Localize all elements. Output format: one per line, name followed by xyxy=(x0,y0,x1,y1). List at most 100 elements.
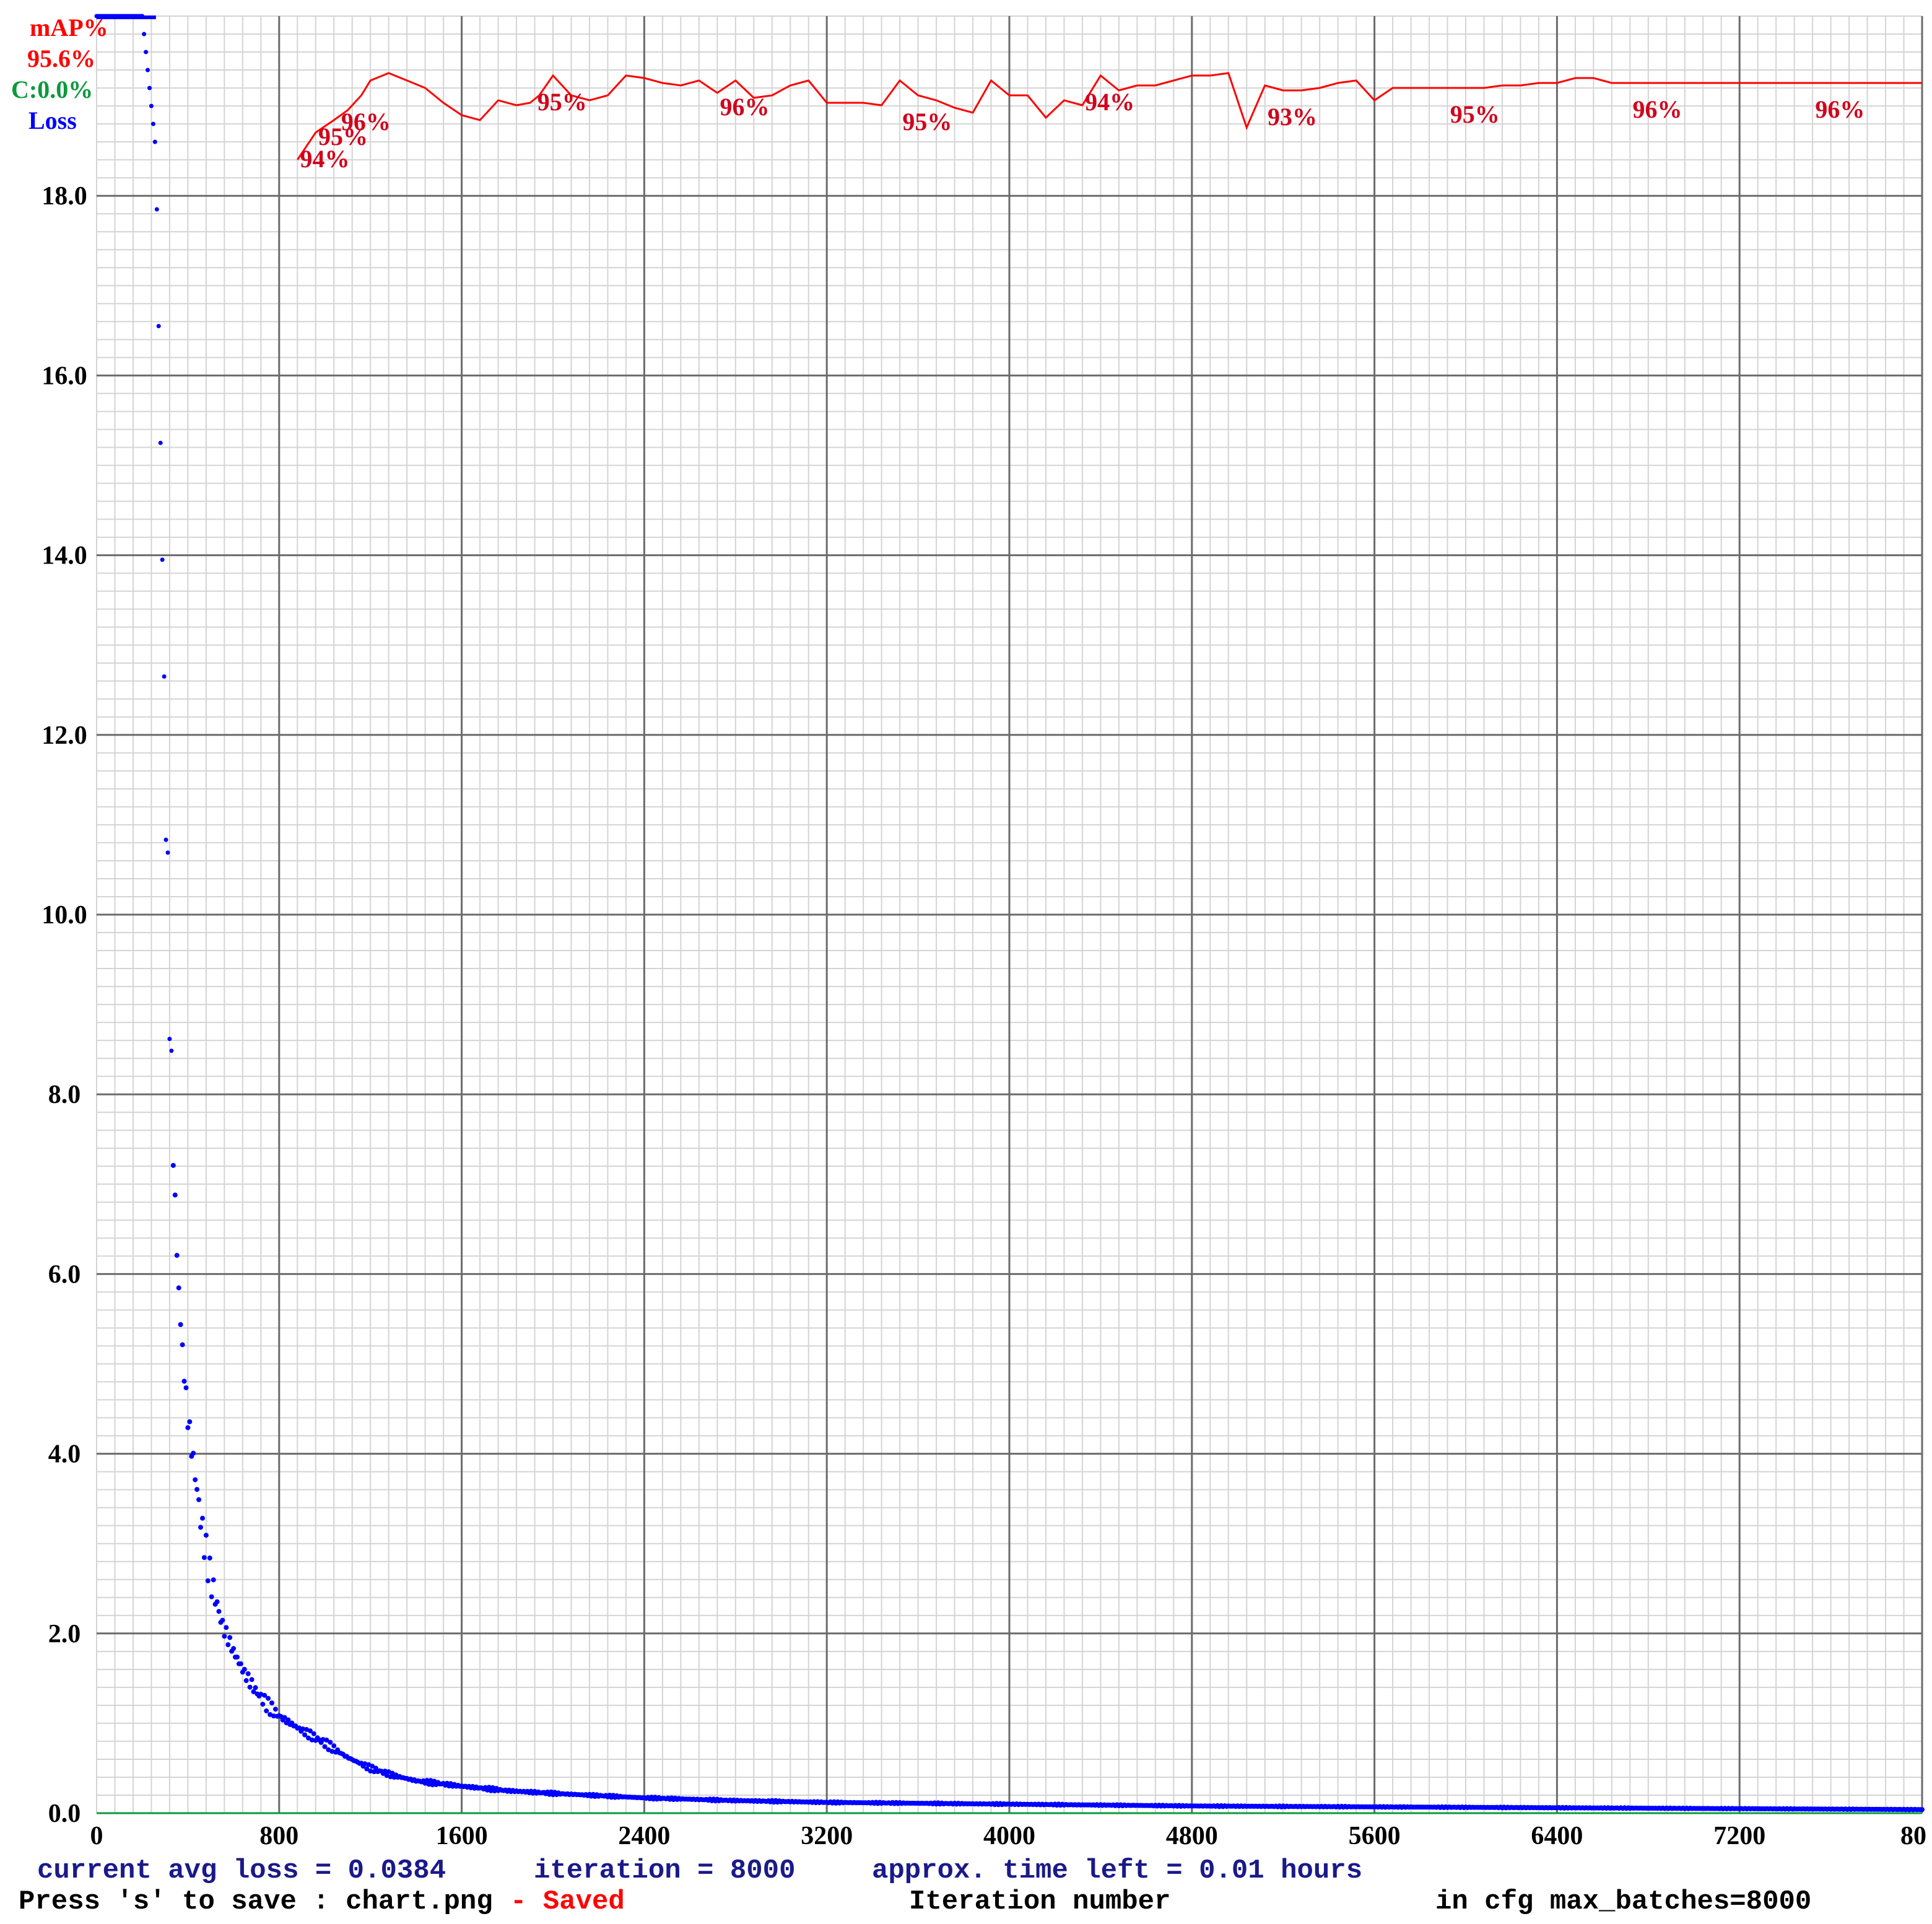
loss-point xyxy=(205,1578,211,1583)
x-axis-ticks: 0 800 1600 2400 3200 4000 4800 5600 6400 7200 80 xyxy=(90,1822,1927,1850)
loss-point xyxy=(300,1726,306,1731)
y-tick-label: 2.0 xyxy=(48,1620,81,1648)
loss-point xyxy=(231,1646,237,1652)
legend-conf-label: C:0.0% xyxy=(11,76,93,103)
loss-point xyxy=(282,1715,287,1720)
loss-point xyxy=(216,1609,222,1614)
loss-point xyxy=(180,1342,185,1347)
status-saved: - Saved xyxy=(510,1886,625,1917)
loss-point xyxy=(302,1732,308,1738)
y-tick-label: 18.0 xyxy=(41,182,87,211)
loss-point xyxy=(260,1702,266,1707)
loss-point xyxy=(220,1617,225,1623)
loss-point xyxy=(311,1731,316,1736)
y-tick-label: 14.0 xyxy=(41,542,87,570)
loss-point xyxy=(242,1666,247,1672)
loss-point xyxy=(170,1163,176,1168)
map-annotation-label: 95% xyxy=(318,123,368,150)
loss-point xyxy=(324,1738,329,1743)
loss-point xyxy=(251,1689,256,1694)
loss-point xyxy=(331,1743,337,1749)
loss-point xyxy=(322,1744,328,1749)
status-press-save: Press 's' to save : chart.png xyxy=(19,1886,493,1917)
loss-point xyxy=(238,1661,243,1666)
x-axis-title: Iteration number xyxy=(909,1886,1170,1917)
map-annotation-label: 94% xyxy=(1085,88,1134,116)
loss-point xyxy=(209,1594,214,1600)
loss-point xyxy=(154,207,159,212)
legend-map-value: 95.6% xyxy=(27,45,95,72)
major-grid xyxy=(97,16,1923,1813)
status-avg-loss: current avg loss = 0.0384 xyxy=(37,1855,446,1886)
loss-point xyxy=(200,1515,205,1521)
loss-point xyxy=(309,1737,315,1743)
loss-point xyxy=(307,1728,313,1734)
x-tick-label: 2400 xyxy=(618,1822,670,1850)
loss-point xyxy=(364,1766,370,1772)
x-tick-label: 4800 xyxy=(1166,1822,1218,1850)
loss-point xyxy=(163,837,168,842)
loss-point xyxy=(167,1037,172,1042)
map-annotation-label: 95% xyxy=(537,88,587,116)
map-annotation-label: 96% xyxy=(1633,95,1682,123)
map-annotation-label: 93% xyxy=(1268,103,1317,131)
map-annotation-label: 96% xyxy=(341,108,391,136)
y-tick-label: 4.0 xyxy=(48,1440,81,1469)
loss-point xyxy=(169,1048,174,1053)
loss-point xyxy=(196,1497,202,1502)
loss-point xyxy=(426,1782,432,1787)
loss-point xyxy=(176,1285,181,1291)
legend-map-label: mAP% xyxy=(30,14,108,41)
loss-point xyxy=(214,1599,220,1604)
loss-point xyxy=(178,1322,183,1327)
loss-point xyxy=(245,1671,251,1676)
loss-point xyxy=(249,1677,255,1682)
loss-point xyxy=(201,1555,207,1561)
loss-point xyxy=(162,674,167,679)
loss-point xyxy=(203,1533,209,1538)
y-tick-label: 0.0 xyxy=(48,1800,81,1828)
loss-point xyxy=(191,1450,196,1456)
map-annotation-label: 96% xyxy=(720,93,770,121)
loss-point xyxy=(146,67,150,72)
y-tick-label: 8.0 xyxy=(48,1081,81,1109)
loss-point xyxy=(183,1385,189,1391)
x-tick-label: 6400 xyxy=(1531,1822,1583,1850)
loss-point xyxy=(198,1525,203,1530)
loss-point xyxy=(235,1654,240,1660)
loss-point xyxy=(1920,1807,1925,1813)
loss-point xyxy=(382,1769,388,1774)
loss-point xyxy=(243,1678,249,1683)
x-tick-label: 5600 xyxy=(1349,1822,1401,1850)
loss-point xyxy=(187,1419,193,1424)
loss-point xyxy=(269,1700,274,1705)
loss-point xyxy=(149,103,154,108)
loss-point xyxy=(262,1692,268,1698)
x-tick-label: 0 xyxy=(90,1822,103,1850)
loss-point xyxy=(185,1425,191,1430)
loss-point xyxy=(150,121,155,126)
status-iteration: iteration = 8000 xyxy=(534,1855,795,1886)
loss-point xyxy=(181,1378,187,1384)
legend-loss-label: Loss xyxy=(28,107,77,134)
loss-point xyxy=(253,1685,258,1691)
loss-point xyxy=(211,1577,216,1583)
loss-point xyxy=(328,1739,333,1745)
status-time-left: approx. time left = 0.01 hours xyxy=(872,1855,1362,1886)
loss-point xyxy=(306,1735,311,1741)
map-annotation-label: 94% xyxy=(300,145,350,173)
y-tick-label: 10.0 xyxy=(41,901,87,929)
loss-point xyxy=(224,1625,229,1630)
loss-point xyxy=(368,1768,373,1774)
loss-point xyxy=(285,1717,291,1723)
loss-point xyxy=(264,1708,269,1713)
x-tick-label: 4000 xyxy=(983,1822,1035,1850)
loss-point xyxy=(144,50,149,54)
loss-point xyxy=(247,1684,253,1690)
loss-point xyxy=(160,557,165,562)
loss-point xyxy=(370,1764,375,1769)
map-annotation-label: 96% xyxy=(1815,95,1865,123)
loss-point xyxy=(174,1253,180,1258)
loss-point xyxy=(193,1477,198,1482)
